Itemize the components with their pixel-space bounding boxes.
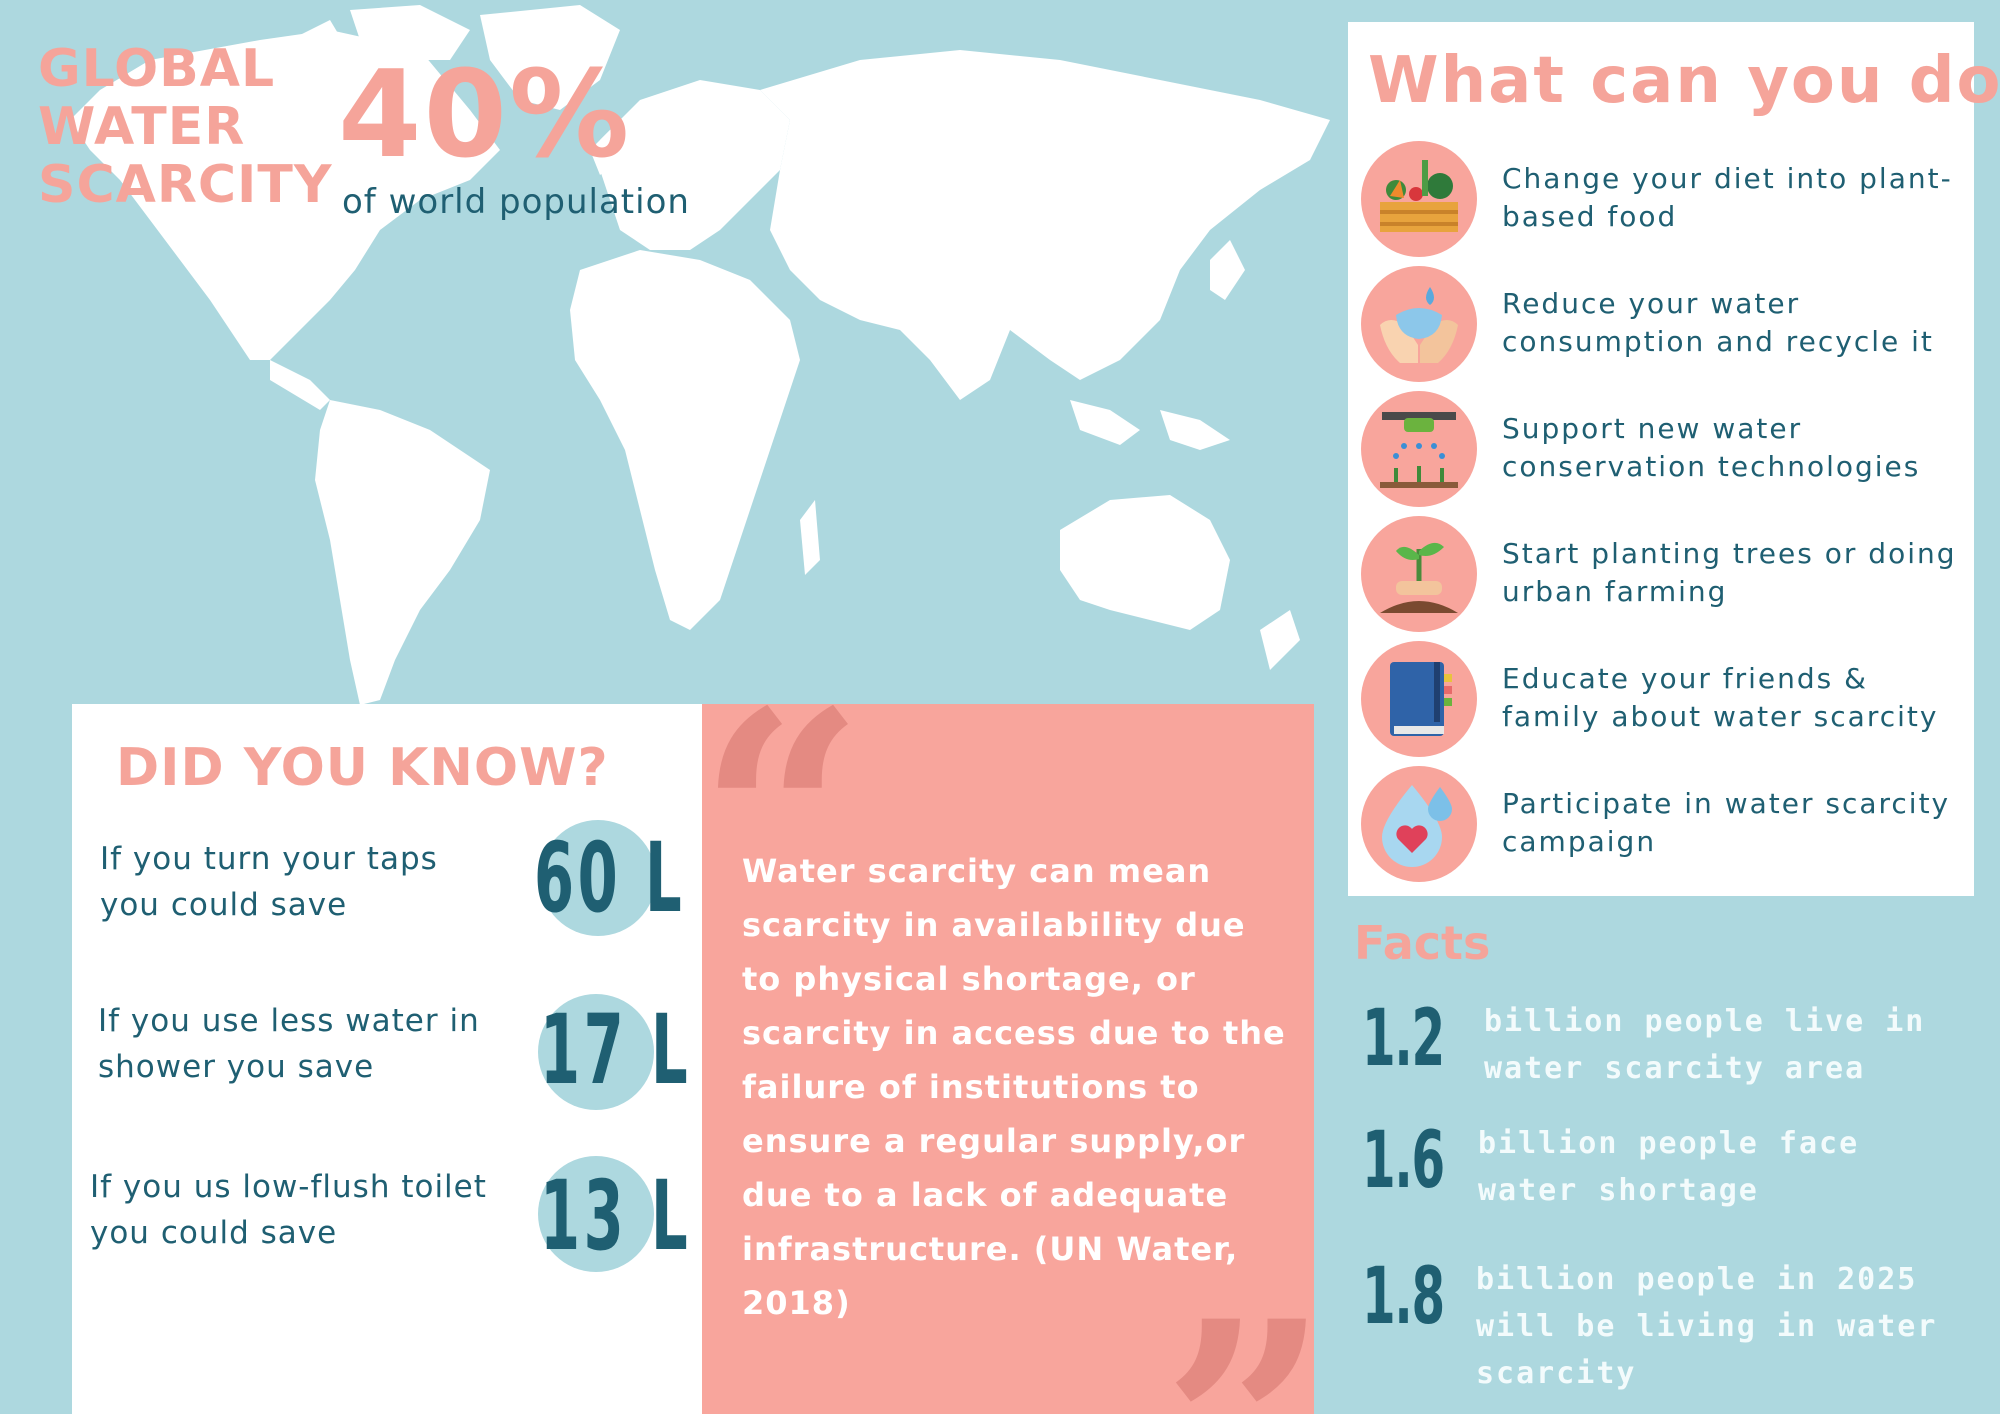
todo-item: Start planting trees or doing urban farm… xyxy=(1360,515,1960,635)
header-title: GLOBAL WATER SCARCITY xyxy=(38,40,333,214)
did-you-know-value: 17 L xyxy=(540,994,692,1106)
did-you-know-panel: DID YOU KNOW? If you turn your taps you … xyxy=(72,704,702,1414)
did-you-know-row: If you us low-flush toilet you could sav… xyxy=(72,1156,702,1296)
value-circle xyxy=(538,994,654,1110)
value-circle xyxy=(540,820,656,936)
water-drop-heart-icon xyxy=(1361,766,1477,882)
did-you-know-row: If you use less water in shower you save… xyxy=(72,994,702,1134)
irrigation-drone-icon xyxy=(1361,391,1477,507)
header-stat-caption: of world population xyxy=(342,182,690,222)
fact-value: 1.8 xyxy=(1362,1252,1445,1342)
value-circle xyxy=(538,1156,654,1272)
did-you-know-value: 13 L xyxy=(540,1160,692,1272)
fact-text: billion people live in water scarcity ar… xyxy=(1484,1004,1926,1086)
south-america-landmass xyxy=(315,400,490,705)
what-can-you-do-panel: What can you do? Change your diet into p… xyxy=(1348,22,2000,896)
header-title-line: SCARCITY xyxy=(38,155,333,215)
world-map xyxy=(70,5,1330,705)
did-you-know-title: DID YOU KNOW? xyxy=(116,738,609,798)
todo-item: Educate your friends & family about wate… xyxy=(1360,640,1960,760)
todo-item-text: Support new water conservation technolog… xyxy=(1502,412,1921,483)
header-title-line: WATER xyxy=(38,97,246,157)
todo-item-text: Change your diet into plant-based food xyxy=(1502,162,1953,233)
hands-water-icon xyxy=(1361,266,1477,382)
australia-landmass xyxy=(1060,495,1230,630)
north-america-landmass xyxy=(70,30,500,360)
todo-item: Change your diet into plant-based food xyxy=(1360,140,1960,260)
facts-title: Facts xyxy=(1354,916,1491,970)
what-can-you-do-title: What can you do? xyxy=(1368,44,2000,118)
header-title-line: GLOBAL xyxy=(38,39,276,99)
fact-value: 1.6 xyxy=(1362,1116,1445,1206)
book-icon xyxy=(1361,641,1477,757)
quote-text: Water scarcity can mean scarcity in avai… xyxy=(742,852,1286,1322)
fact-text: billion people face water shortage xyxy=(1478,1126,1860,1208)
close-quote-icon: ” xyxy=(1162,1284,1314,1414)
planting-seedling-icon xyxy=(1361,516,1477,632)
header-stat: 40% xyxy=(338,46,632,185)
open-quote-icon: “ xyxy=(702,704,865,989)
todo-item-text: Educate your friends & family about wate… xyxy=(1502,662,1939,733)
did-you-know-row: If you turn your taps you could save 60 … xyxy=(72,820,702,960)
fact-value: 1.2 xyxy=(1362,994,1445,1084)
europe-landmass xyxy=(600,80,790,250)
africa-landmass xyxy=(570,250,800,630)
todo-item-text: Participate in water scarcity campaign xyxy=(1502,787,1951,858)
did-you-know-text: If you use less water in shower you save xyxy=(98,1003,480,1085)
did-you-know-value: 60 L xyxy=(534,822,686,934)
todo-item-text: Reduce your water consumption and recycl… xyxy=(1502,287,1934,358)
did-you-know-text: If you us low-flush toilet you could sav… xyxy=(90,1169,487,1251)
did-you-know-text: If you turn your taps you could save xyxy=(100,841,438,923)
todo-item-text: Start planting trees or doing urban farm… xyxy=(1502,537,1957,608)
todo-item: Participate in water scarcity campaign xyxy=(1360,765,1960,885)
todo-item: Reduce your water consumption and recycl… xyxy=(1360,265,1960,385)
quote-panel: “ Water scarcity can mean scarcity in av… xyxy=(702,704,1314,1414)
asia-landmass xyxy=(760,50,1330,400)
fact-text: billion people in 2025 will be living in… xyxy=(1476,1262,1938,1391)
todo-item: Support new water conservation technolog… xyxy=(1360,390,1960,510)
vegetable-crate-icon xyxy=(1361,141,1477,257)
